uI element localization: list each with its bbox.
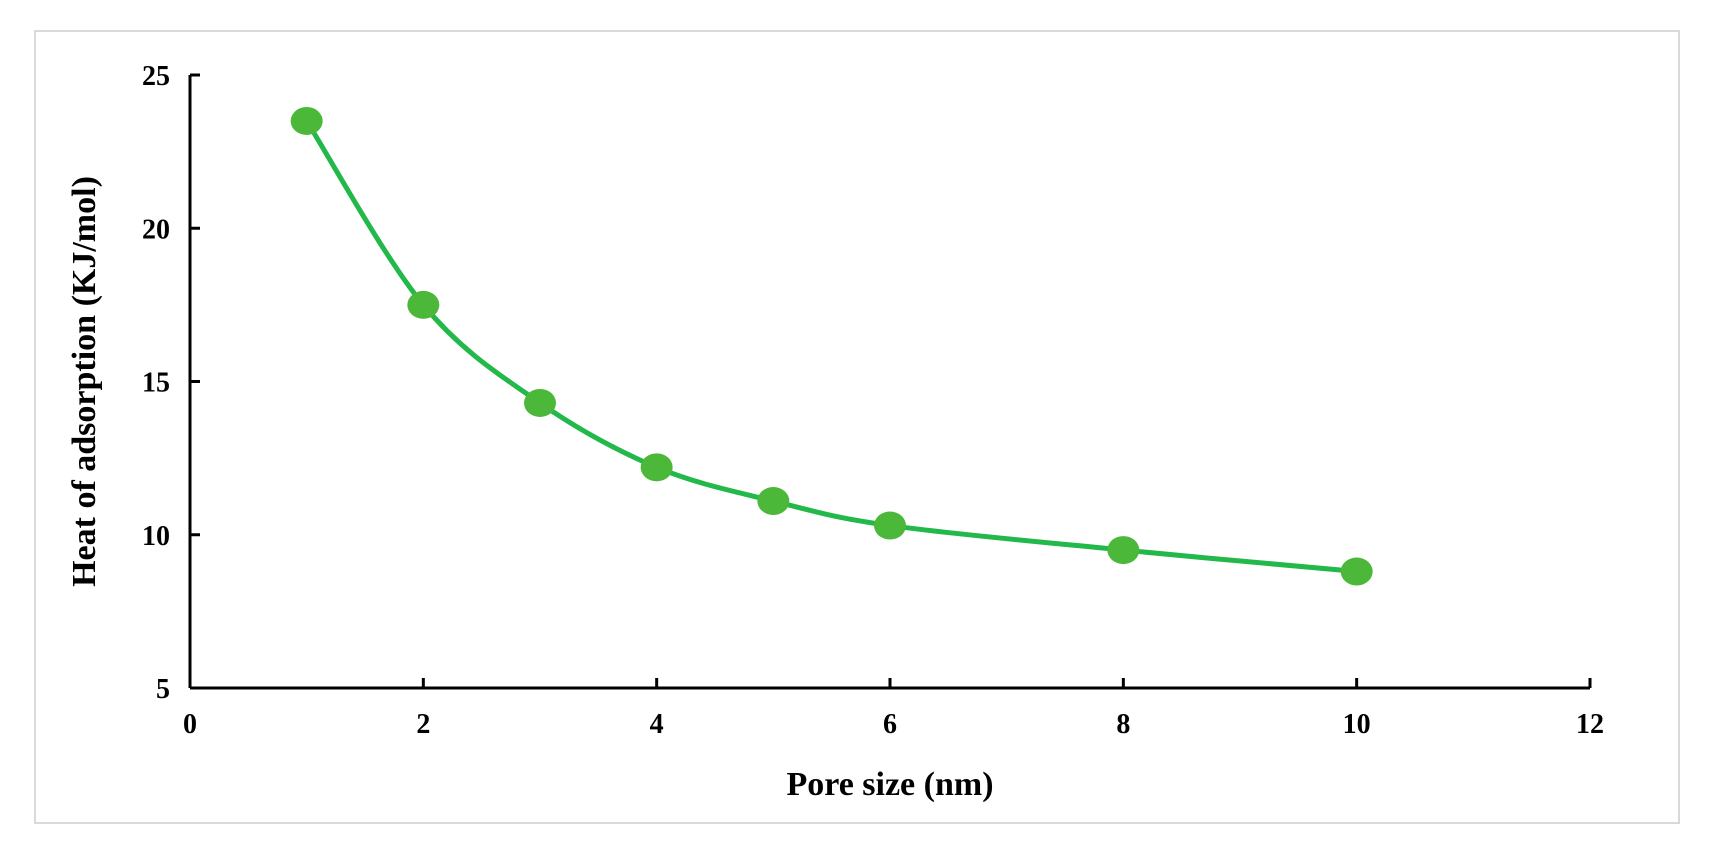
x-tick-label: 12 [1576,709,1604,740]
x-tick-label: 10 [1343,709,1371,740]
x-tick-label: 0 [183,709,197,740]
data-point [757,487,790,516]
y-tick-label: 25 [142,61,170,92]
data-point [640,453,673,482]
x-tick-label: 4 [650,709,664,740]
data-point [407,290,440,319]
x-tick-label: 6 [883,709,897,740]
y-tick-label: 5 [156,674,170,705]
chart-frame [34,30,1680,824]
y-tick-label: 15 [142,368,170,399]
y-tick-label: 20 [142,214,170,245]
x-tick-label: 8 [1116,709,1130,740]
y-tick-label: 10 [142,521,170,552]
data-point [874,511,906,540]
data-point [290,106,323,135]
data-point [1107,536,1140,565]
x-axis-title: Pore size (nm) [786,766,993,803]
series-line [304,119,1357,575]
y-axis-title: Heat of adsorption (KJ/mol) [66,176,103,587]
data-point [1340,557,1373,586]
x-tick-label: 2 [416,709,430,740]
data-point [524,388,556,417]
